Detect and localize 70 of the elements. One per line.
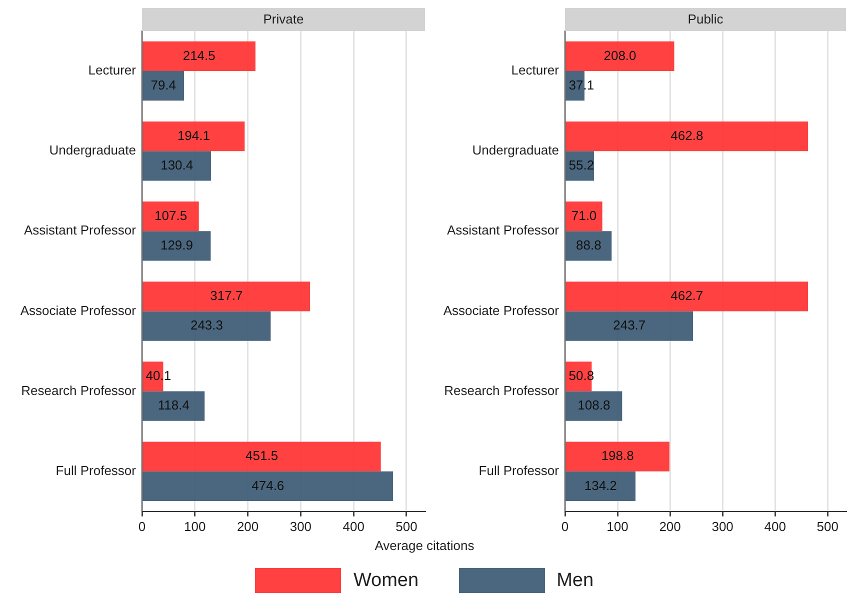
bar — [566, 121, 808, 152]
legend-label: Men — [556, 570, 594, 592]
legend-label: Women — [353, 570, 419, 592]
x-tick-label: 500 — [396, 518, 418, 534]
x-tick-label: 100 — [606, 518, 628, 534]
data-label: 243.3 — [190, 318, 223, 333]
x-tick-label: 200 — [659, 518, 681, 534]
x-tick-label: 500 — [816, 518, 838, 534]
bar — [566, 231, 612, 261]
bar — [142, 41, 256, 72]
x-axis-title: Average citations — [374, 538, 476, 555]
y-tick-label: Full Professor — [56, 462, 137, 478]
x-tick-label: 0 — [561, 518, 569, 534]
y-tick-label: Associate Professor — [20, 302, 137, 318]
bar — [566, 41, 674, 72]
bar — [142, 231, 211, 261]
bar — [142, 202, 199, 232]
data-label: 130.4 — [160, 157, 194, 172]
data-label: 71.0 — [571, 208, 597, 223]
data-label: 214.5 — [182, 48, 216, 63]
y-tick-label: Undergraduate — [472, 142, 559, 158]
x-tick-label: 400 — [764, 518, 786, 534]
data-label: 243.7 — [613, 318, 646, 333]
y-tick-label: Research Professor — [21, 382, 137, 398]
bar — [566, 391, 622, 421]
y-tick-label: Assistant Professor — [24, 222, 137, 238]
y-tick-label: Full Professor — [478, 462, 560, 478]
x-tick-label: 200 — [236, 518, 259, 534]
data-label: 88.8 — [576, 238, 602, 253]
bar — [566, 282, 808, 312]
bar — [142, 311, 271, 341]
chart-title: Public — [688, 12, 724, 27]
data-label: 462.8 — [670, 128, 704, 143]
bar — [142, 71, 184, 101]
y-tick-label: Lecturer — [88, 62, 137, 78]
bar — [142, 391, 205, 421]
bar — [566, 311, 693, 341]
data-label: 194.1 — [177, 128, 210, 143]
x-tick-label: 100 — [184, 518, 206, 534]
bar — [142, 282, 310, 312]
x-tick-label: 0 — [138, 518, 146, 534]
x-tick-label: 300 — [712, 518, 734, 534]
data-label: 451.5 — [246, 448, 278, 464]
bar — [142, 442, 381, 472]
data-label: 198.8 — [601, 448, 634, 464]
data-label: 79.4 — [150, 77, 176, 92]
y-tick-label: Undergraduate — [49, 142, 136, 158]
bar — [142, 121, 245, 152]
data-label: 474.6 — [252, 478, 284, 493]
data-label: 107.5 — [154, 208, 188, 223]
data-label: 129.9 — [160, 238, 194, 253]
data-label: 55.2 — [568, 157, 594, 172]
data-label: 118.4 — [158, 398, 190, 413]
x-tick-label: 300 — [290, 518, 312, 534]
data-label: 317.7 — [210, 288, 243, 303]
y-tick-label: Assistant Professor — [447, 222, 560, 238]
bar — [142, 471, 394, 501]
data-label: 208.0 — [604, 48, 636, 63]
x-tick-label: 400 — [342, 518, 364, 534]
data-label: 462.7 — [670, 288, 704, 303]
y-tick-label: Research Professor — [444, 382, 560, 398]
data-label: 108.8 — [578, 398, 610, 413]
y-tick-label: Lecturer — [511, 62, 560, 78]
bar — [566, 471, 636, 501]
bar — [566, 442, 670, 472]
bar — [566, 202, 602, 232]
chart-title: Private — [263, 12, 304, 27]
y-tick-label: Associate Professor — [443, 302, 560, 318]
data-label: 134.2 — [584, 478, 617, 493]
bar — [142, 151, 211, 181]
